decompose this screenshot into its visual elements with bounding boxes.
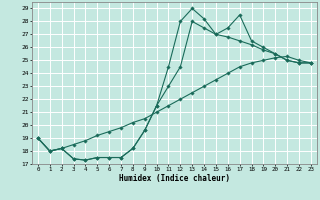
X-axis label: Humidex (Indice chaleur): Humidex (Indice chaleur) bbox=[119, 174, 230, 183]
